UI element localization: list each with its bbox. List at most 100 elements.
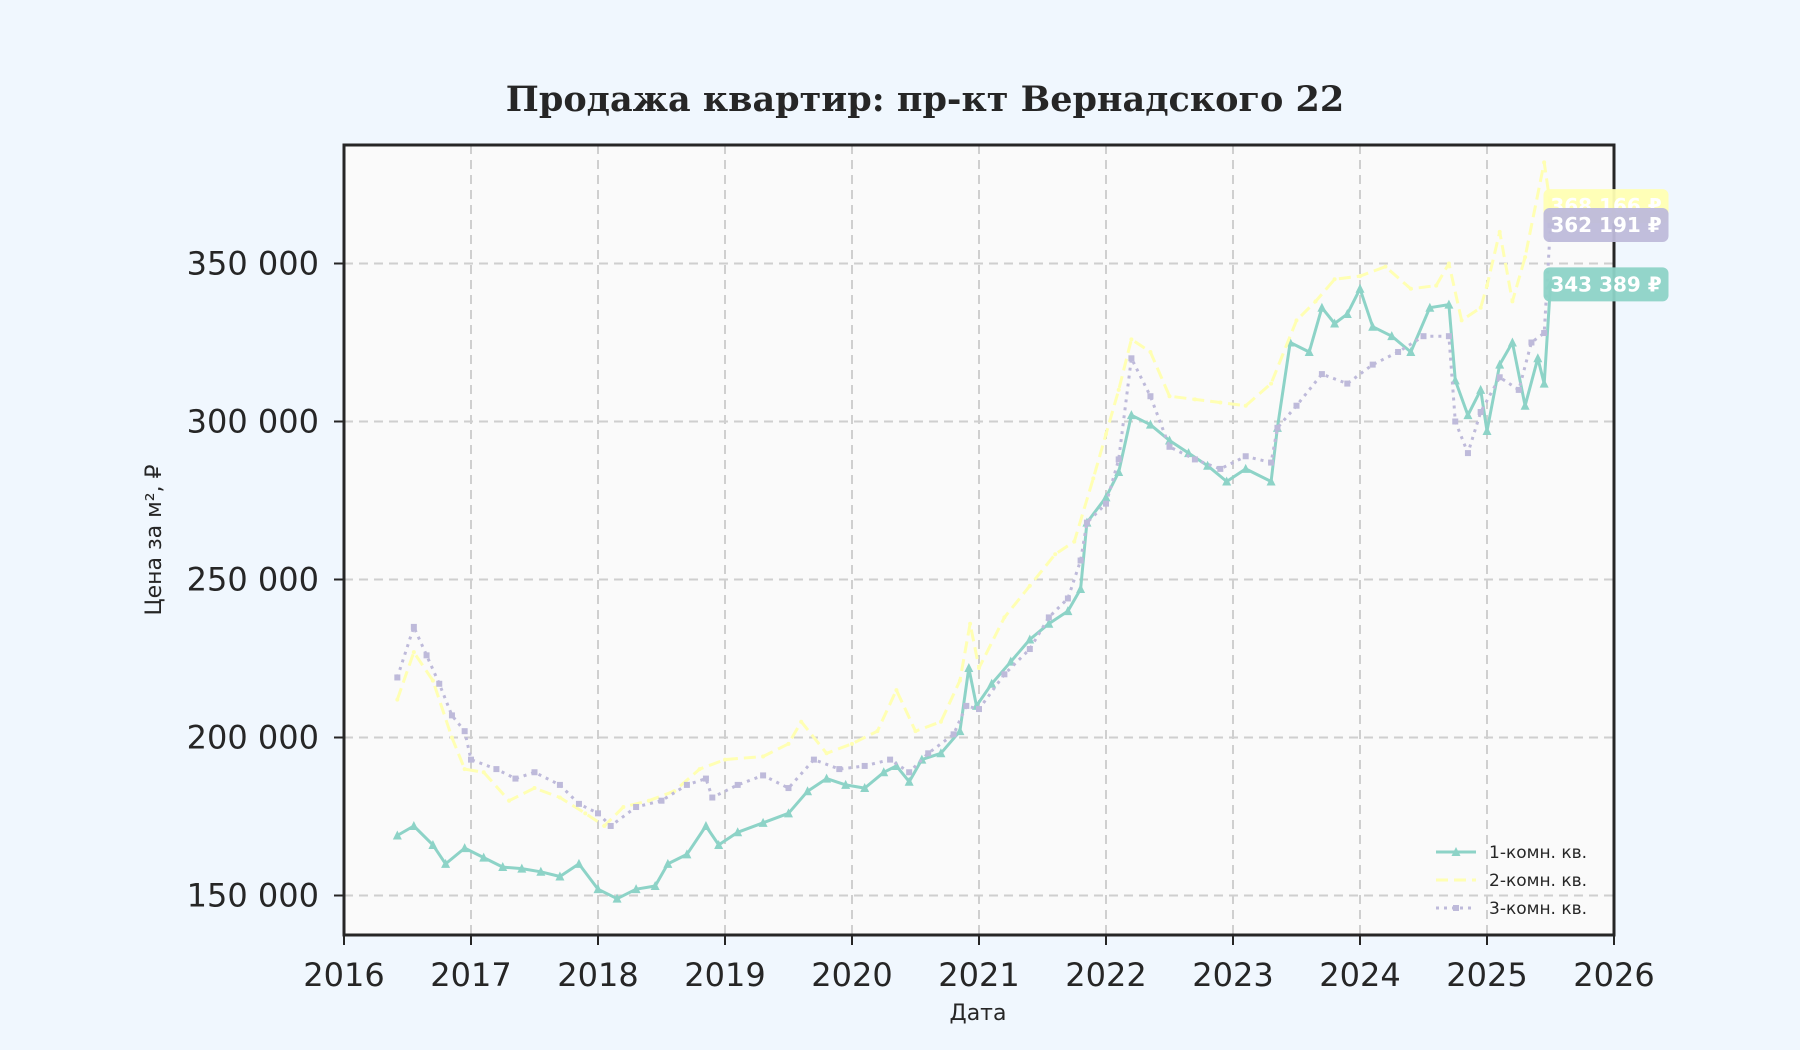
data-point [1464, 450, 1471, 457]
data-point [507, 798, 512, 803]
data-point [498, 862, 508, 872]
data-point [761, 754, 766, 759]
data-point [394, 674, 401, 681]
data-point [1497, 229, 1502, 234]
legend-label: 2-комн. кв. [1489, 871, 1587, 891]
x-tick-label: 2024 [1319, 956, 1400, 994]
data-point [1001, 671, 1008, 678]
data-point [850, 741, 854, 746]
data-point [810, 756, 817, 763]
data-point [1243, 403, 1248, 408]
data-point [1274, 424, 1281, 431]
data-point [1063, 606, 1073, 616]
data-point [758, 817, 768, 827]
legend-entry: 2-комн. кв. [1436, 871, 1587, 891]
data-point [1072, 539, 1077, 544]
data-point [607, 822, 614, 829]
data-point [1203, 460, 1213, 470]
data-point [1165, 435, 1174, 445]
data-point [1444, 299, 1454, 309]
data-point [410, 623, 417, 630]
data-point [575, 800, 582, 807]
data-point [879, 767, 889, 777]
data-point [1317, 302, 1327, 312]
data-point [1355, 283, 1365, 293]
data-point [977, 665, 981, 670]
data-point [1002, 615, 1007, 620]
data-point [1241, 463, 1251, 473]
data-point [1293, 402, 1300, 409]
data-point [1222, 476, 1232, 486]
data-point [1318, 371, 1325, 378]
data-point [646, 798, 651, 803]
data-point [957, 678, 962, 683]
data-point [1434, 283, 1439, 288]
data-point [1332, 277, 1337, 282]
data-point [1166, 443, 1173, 450]
data-point [650, 881, 660, 891]
data-point [950, 731, 957, 738]
end-labels: 343 389 ₽368 166 ₽362 191 ₽ [1543, 189, 1669, 302]
data-point [1266, 476, 1276, 486]
data-point [1242, 453, 1249, 460]
y-tick-label: 200 000 [187, 719, 319, 757]
data-point [1358, 274, 1362, 279]
data-point [1269, 381, 1274, 386]
legend-marker [1453, 905, 1459, 911]
data-point [1313, 299, 1318, 304]
data-point [925, 750, 932, 757]
data-point [512, 775, 519, 782]
data-point [468, 756, 474, 763]
data-point [964, 662, 974, 672]
series-1k [392, 279, 1555, 903]
data-point [1515, 386, 1522, 393]
series-line [395, 160, 1552, 828]
data-point [963, 702, 970, 709]
data-point [1064, 595, 1071, 602]
grid [344, 145, 1614, 935]
data-point [392, 830, 402, 840]
data-point [479, 852, 489, 862]
data-point [557, 795, 562, 800]
data-point [1445, 333, 1452, 340]
data-point [428, 839, 438, 849]
data-point [1408, 286, 1413, 291]
data-point [612, 893, 622, 903]
data-point [1083, 519, 1090, 526]
end-value-label: 362 191 ₽ [1543, 207, 1669, 242]
data-point [1218, 400, 1223, 405]
data-point [1395, 348, 1402, 355]
data-point [1420, 333, 1427, 340]
data-point [723, 757, 727, 762]
data-point [663, 858, 673, 868]
data-point [1485, 283, 1489, 288]
data-point [1304, 346, 1314, 356]
x-tick-label: 2017 [430, 956, 511, 994]
data-point [481, 770, 486, 775]
data-point [493, 766, 500, 773]
data-point [436, 680, 443, 687]
data-point [621, 805, 626, 810]
end-value-label: 343 389 ₽ [1543, 267, 1669, 302]
data-point [786, 741, 791, 746]
data-point [1510, 299, 1515, 304]
series-2k [395, 160, 1553, 828]
x-axis: 2016 2017 2018 2019 2020 2021 2022 2023 2024 2025… [303, 935, 1655, 994]
data-point [697, 767, 702, 772]
data-point [976, 706, 982, 713]
data-point [658, 797, 665, 804]
series-layer [392, 160, 1555, 903]
legend-entry: 1-комн. кв. [1436, 843, 1587, 863]
data-point [441, 858, 451, 868]
data-point [462, 767, 467, 772]
x-axis-label: Дата [950, 1001, 1007, 1026]
data-point [1425, 302, 1435, 312]
data-point [913, 729, 918, 734]
data-point [1268, 459, 1275, 466]
data-point [1044, 618, 1054, 628]
data-point [968, 621, 973, 626]
data-point [448, 712, 455, 719]
x-tick-label: 2016 [303, 956, 384, 994]
data-point [555, 871, 565, 881]
data-point [1463, 410, 1473, 420]
